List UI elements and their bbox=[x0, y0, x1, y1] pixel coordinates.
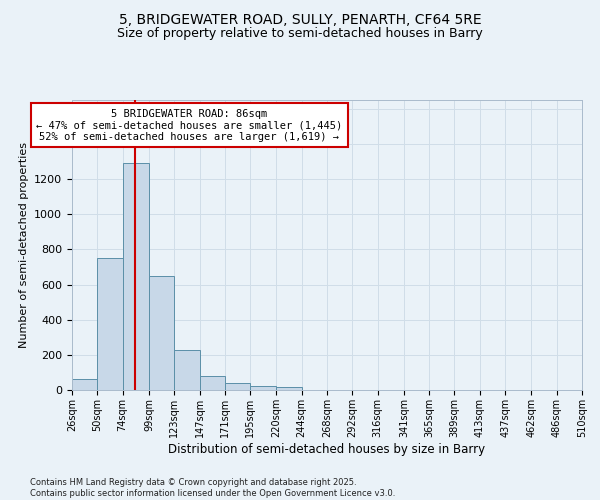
Bar bbox=[250, 386, 277, 390]
Bar bbox=[149, 276, 174, 390]
Bar bbox=[174, 350, 199, 390]
Bar bbox=[277, 388, 302, 390]
Bar bbox=[225, 384, 250, 390]
X-axis label: Distribution of semi-detached houses by size in Barry: Distribution of semi-detached houses by … bbox=[169, 442, 485, 456]
Text: 5, BRIDGEWATER ROAD, SULLY, PENARTH, CF64 5RE: 5, BRIDGEWATER ROAD, SULLY, PENARTH, CF6… bbox=[119, 12, 481, 26]
Text: Size of property relative to semi-detached houses in Barry: Size of property relative to semi-detach… bbox=[117, 28, 483, 40]
Y-axis label: Number of semi-detached properties: Number of semi-detached properties bbox=[19, 142, 29, 348]
Bar bbox=[199, 376, 225, 390]
Bar bbox=[72, 378, 97, 390]
Text: 5 BRIDGEWATER ROAD: 86sqm
← 47% of semi-detached houses are smaller (1,445)
52% : 5 BRIDGEWATER ROAD: 86sqm ← 47% of semi-… bbox=[36, 108, 343, 142]
Bar bbox=[97, 258, 122, 390]
Bar bbox=[122, 164, 149, 390]
Text: Contains HM Land Registry data © Crown copyright and database right 2025.
Contai: Contains HM Land Registry data © Crown c… bbox=[30, 478, 395, 498]
